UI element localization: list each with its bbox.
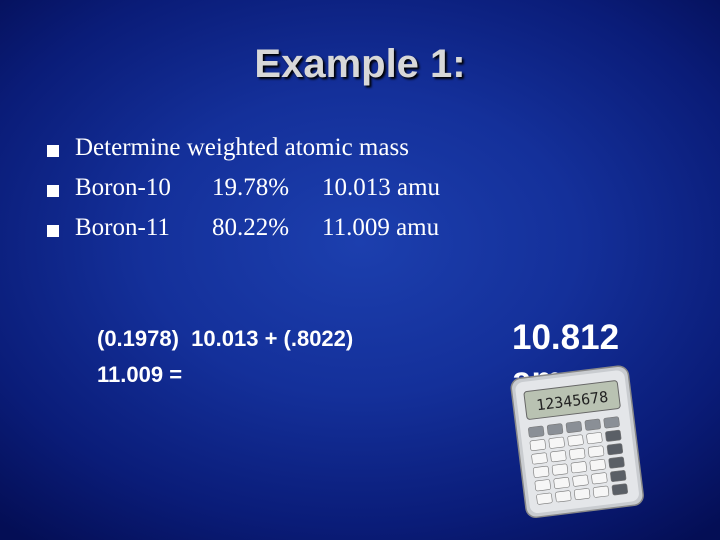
bullet-text: 80.22% [212, 214, 290, 241]
bullet-text: Determine weighted atomic mass [75, 134, 409, 161]
slide-title: Example 1: [254, 42, 466, 86]
bullet-text: 10.013 amu [322, 174, 441, 201]
answer-line: 10.812 [512, 318, 620, 357]
calculator-key [574, 488, 591, 500]
calculator-key [529, 439, 546, 452]
calculator: 12345678 [510, 365, 644, 519]
calculator-key [587, 445, 605, 458]
calculator-key [548, 436, 565, 449]
calculator-key [531, 452, 548, 465]
bullet-item: Determine weighted atomic mass [0, 134, 720, 164]
calculator-key [533, 465, 550, 478]
calculator-key [546, 423, 564, 436]
calculator-display [523, 380, 621, 420]
calculator-key [572, 474, 589, 487]
calculator-key [534, 479, 551, 492]
calculator-key [536, 492, 553, 505]
bullet-item: Boron-11 80.22% 11.009 amu [0, 214, 720, 244]
calculator-key [570, 461, 587, 474]
bullet-text: Boron-11 [75, 214, 170, 241]
calculator-key [611, 483, 628, 496]
calculator-key [586, 432, 603, 445]
calculator-key [610, 470, 627, 482]
bullet-text: Boron-10 [75, 174, 171, 201]
bullet-text: 11.009 amu [322, 214, 440, 241]
calculator-body-group: 12345678 [510, 365, 644, 519]
calculator-key [553, 477, 570, 489]
calculator-key [591, 472, 608, 485]
calculator-key [606, 443, 624, 456]
equation-line: (0.1978) 10.013 + (.8022) [97, 326, 354, 351]
calculator-key [608, 456, 625, 469]
calculator-key [550, 450, 567, 463]
calculator-key [528, 425, 545, 438]
equation-line: 11.009 = [97, 362, 183, 387]
calculator-key [589, 458, 606, 471]
calculator-key [569, 447, 586, 460]
bullet-marker [47, 145, 59, 157]
bullet-text: 19.78% [212, 174, 290, 201]
calculator-key [603, 416, 620, 429]
bullet-item: Boron-10 19.78% 10.013 amu [0, 174, 720, 204]
calculator-key [592, 485, 610, 498]
bullet-marker [47, 185, 59, 197]
calculator-key [565, 421, 583, 433]
calculator-key [605, 429, 622, 442]
calculator-key [584, 418, 601, 431]
calculator-key [555, 490, 572, 503]
calculator-key [551, 463, 569, 476]
bullet-marker [47, 225, 59, 237]
calculator-key [567, 434, 584, 447]
